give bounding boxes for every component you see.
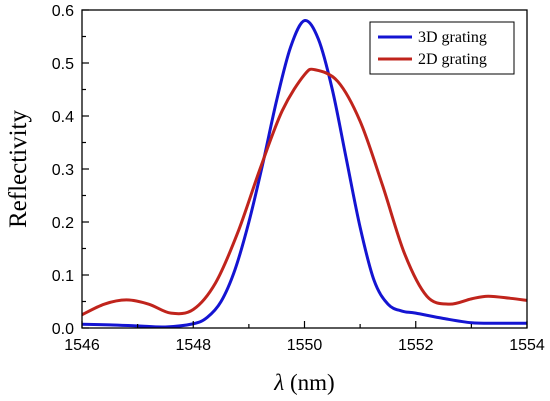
y-tick-label: 0.4 xyxy=(52,109,74,126)
x-tick-label: 1554 xyxy=(509,337,545,354)
legend-label-3d-grating: 3D grating xyxy=(418,29,487,46)
x-axis-unit: (nm) xyxy=(284,370,334,395)
x-tick-label: 1548 xyxy=(175,337,211,354)
legend-label-2d-grating: 2D grating xyxy=(418,51,487,68)
ticks-layer: 1546 1548 1550 1552 1554 0.0 0.1 0.2 0.3 0.4 0.5 0.… xyxy=(52,3,545,354)
x-tick-label: 1546 xyxy=(64,337,100,354)
y-tick-label: 0.3 xyxy=(52,162,74,179)
y-tick-label: 0.2 xyxy=(52,215,74,232)
x-axis-symbol: λ xyxy=(273,370,284,395)
y-tick-label: 0.6 xyxy=(52,3,74,20)
y-tick-label: 0.5 xyxy=(52,56,74,73)
x-axis-title: λ (nm) xyxy=(273,370,334,395)
legend: 3D grating 2D grating xyxy=(369,21,515,75)
y-axis-title: Reflectivity xyxy=(5,109,32,228)
x-tick-label: 1552 xyxy=(398,337,434,354)
y-tick-label: 0.0 xyxy=(52,321,74,338)
legend-box xyxy=(369,21,515,75)
x-tick-label: 1550 xyxy=(287,337,323,354)
y-tick-label: 0.1 xyxy=(52,268,74,285)
series-line-2d-grating xyxy=(81,67,528,317)
